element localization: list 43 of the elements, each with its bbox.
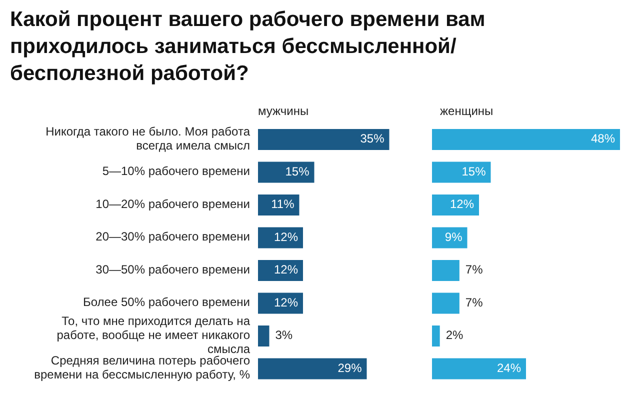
bar [258,260,303,281]
bar [258,326,270,346]
data-label: 3% [275,328,293,342]
y-tick-label: 30—50% рабочего времени [96,262,250,277]
data-label: 12% [274,295,298,310]
data-label: 7% [465,295,484,310]
y-tick-label: Более 50% рабочего времени [83,295,250,310]
data-label: 15% [285,164,310,178]
bar [432,292,460,314]
bar [258,227,303,248]
data-label: 12% [450,197,474,212]
y-tick-label: 20—30% рабочего времени [96,230,250,244]
chart-subtitle: мужчины [258,104,309,118]
y-tick-label: То, что мне приходится делать на работе, вообще не имеет никакого смысла [56,314,250,356]
bar [258,162,314,183]
data-label: 29% [338,360,362,375]
data-label: 24% [496,360,522,375]
y-tick-label: 10—20% рабочего времени [96,197,250,212]
data-label: 11% [271,197,295,212]
data-label: 12% [274,262,298,277]
bar [432,129,620,150]
bar [432,194,479,216]
data-label: 2% [446,328,464,342]
data-label: 35% [360,132,385,146]
data-label: 9% [444,230,463,244]
bar [258,194,300,216]
bar [258,292,303,314]
bar [432,162,491,183]
y-tick-label: Никогда такого не было. Моя работа всегда имела смысл [46,124,250,153]
bar [432,260,460,281]
data-label: 15% [462,164,486,178]
y-tick-label: 5—10% рабочего времени [102,164,250,178]
bar [432,326,440,346]
y-tick-label: Средняя величина потерь рабочего времени на бессмысленную работу, % [34,354,250,382]
data-label: 48% [590,132,616,146]
data-label: 7% [465,262,484,277]
chart-title: Какой процент вашего рабочего времени вам приходилось заниматься бессмысленной/ бесполезной работой? [10,7,486,87]
data-label: 12% [274,230,298,244]
chart-subtitle: женщины [440,104,494,118]
bar [258,129,390,150]
bar [432,227,468,248]
bar [432,358,526,380]
bar [258,358,367,380]
